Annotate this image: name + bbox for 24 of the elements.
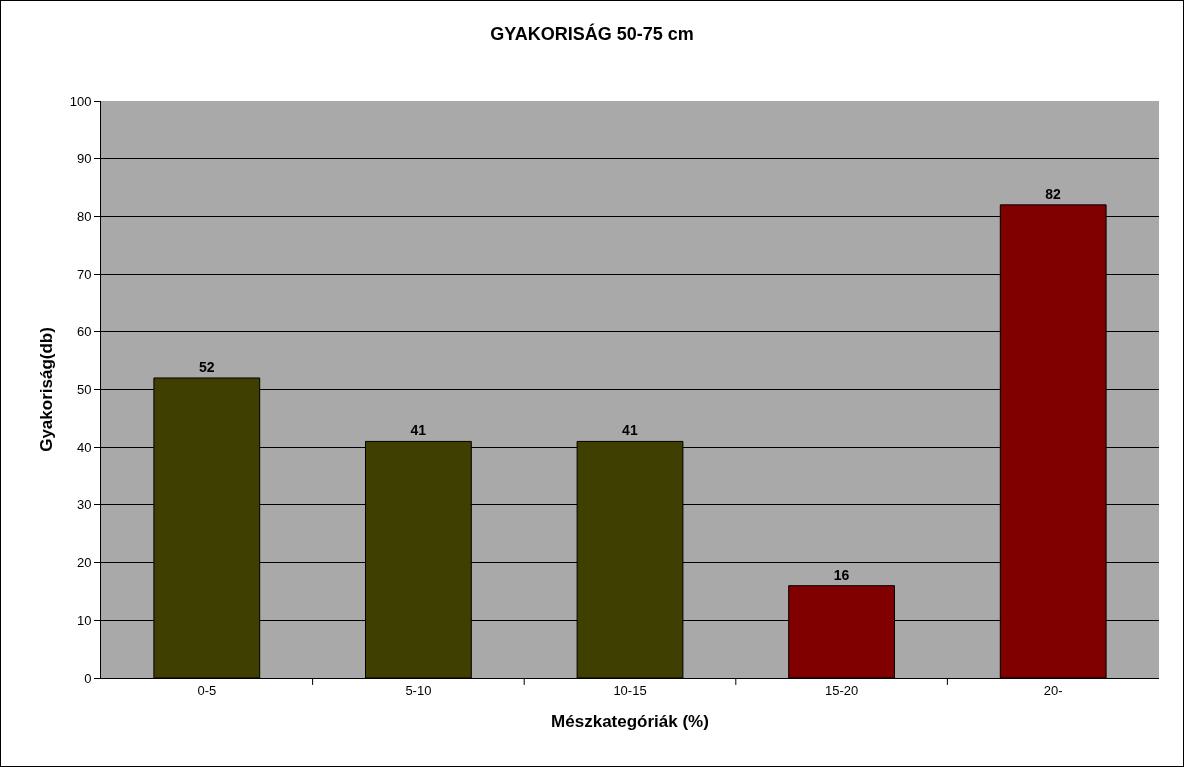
y-tick-label: 40	[76, 439, 92, 455]
data-label: 16	[833, 566, 850, 583]
chart-title: GYAKORISÁG 50-75 cm	[490, 23, 694, 45]
y-tick-label: 0	[84, 670, 92, 686]
y-tick-label: 10	[76, 612, 92, 628]
x-tick-label: 15-20	[824, 682, 859, 698]
data-label: 52	[198, 358, 215, 375]
x-tick-label: 20-	[1043, 682, 1063, 698]
data-label: 41	[622, 422, 638, 439]
y-tick-label: 50	[76, 382, 92, 398]
data-label: 41	[410, 422, 427, 439]
x-tick-label: 10-15	[613, 682, 647, 698]
y-axis-title: Gyakoriság(db)	[37, 327, 57, 452]
y-tick-label: 70	[76, 266, 92, 282]
x-tick-label: 0-5	[197, 682, 217, 698]
y-tick-label: 90	[76, 151, 92, 167]
y-tick-label: 60	[76, 324, 92, 340]
y-tick-label: 100	[69, 93, 92, 109]
data-label: 82	[1045, 185, 1062, 202]
y-tick-label: 30	[76, 497, 92, 513]
y-tick-label: 80	[76, 208, 92, 224]
y-tick-label: 20	[76, 555, 92, 571]
x-axis-title: Mészkategóriák (%)	[551, 712, 709, 731]
x-tick-label: 5-10	[405, 682, 432, 698]
